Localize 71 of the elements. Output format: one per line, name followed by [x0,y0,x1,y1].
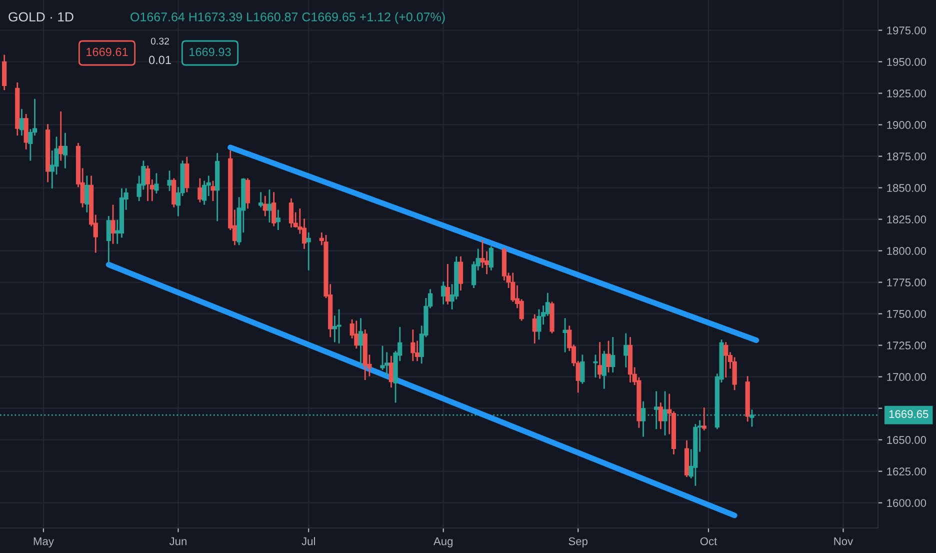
candlestick [198,178,202,202]
annotation: O1667.64 H1673.39 L1660.87 C1669.65 +1.12 (+0.07%) [130,12,445,24]
candlestick [2,54,7,90]
y-tick-label: 1700.00 [887,373,926,381]
annotation: 0.32 [150,38,169,45]
x-tick-label: Jun [169,537,186,546]
candlestick [245,178,250,209]
y-tick-label: 1850.00 [887,184,926,192]
candlestick [167,170,172,191]
candlestick [276,210,280,230]
candlestick [24,114,28,150]
y-tick-label: 1975.00 [887,26,926,34]
candlestick [306,232,311,270]
x-tick-label: Nov [834,537,854,546]
y-tick-label: 1625.00 [887,468,926,476]
candlestick [593,354,598,378]
x-tick-label: Sep [568,537,588,548]
candlestick [488,246,494,270]
candlestick [58,111,64,161]
candlestick [184,156,190,192]
candlestick [172,178,176,208]
candlestick [606,340,611,372]
candlestick [258,192,264,208]
y-tick-label: 1750.00 [887,310,926,318]
y-tick-label: 1650.00 [887,436,926,444]
candlestick [640,401,646,437]
candlestick [288,198,294,228]
candlestick [106,216,111,264]
candlestick [154,173,159,194]
x-tick-label: Aug [433,537,453,548]
candlestick [410,329,416,362]
candlestick [458,256,464,291]
candlestick [702,408,706,430]
x-tick-label: Jul [302,537,315,546]
y-tick-label: 1725.00 [887,342,926,350]
candlestick [536,309,542,340]
candlestick [358,318,364,366]
candlestick [84,176,90,212]
candlestick [272,192,276,226]
x-tick-label: Oct [700,537,718,546]
candlestick [562,318,568,352]
candlestick [602,350,606,389]
y-tick-label: 1825.00 [887,216,926,224]
y-tick-label: 1875.00 [887,152,926,160]
candlestick [354,320,359,348]
annotation: 0.01 [148,56,171,64]
candlestick [598,342,602,379]
candlestick [267,190,272,222]
annotation: 1669.61 [86,48,128,56]
candlestick [441,282,446,304]
candlestick [62,132,68,168]
candlestick [19,108,24,136]
y-tick-label: 1800.00 [887,247,926,255]
annotation: 1669.93 [190,48,231,56]
candlestick [110,204,116,244]
ref-line-label: 1669.65 [889,410,928,418]
candlestick [145,166,150,202]
x-tick-label: May [34,537,54,548]
candlestick [610,337,616,372]
y-tick-label: 1925.00 [887,90,926,98]
y-tick-label: 1900.00 [887,121,926,129]
candlestick [445,264,450,304]
y-tick-label: 1950.00 [887,58,926,66]
candlestick [662,391,668,436]
y-tick-label: 1775.00 [887,278,926,286]
candlestick [624,333,628,368]
candlestick [210,180,216,202]
annotation: GOLD · 1D [8,12,74,22]
candlestick [580,354,585,384]
y-tick-label: 1600.00 [887,499,926,507]
candlestick [724,342,728,378]
